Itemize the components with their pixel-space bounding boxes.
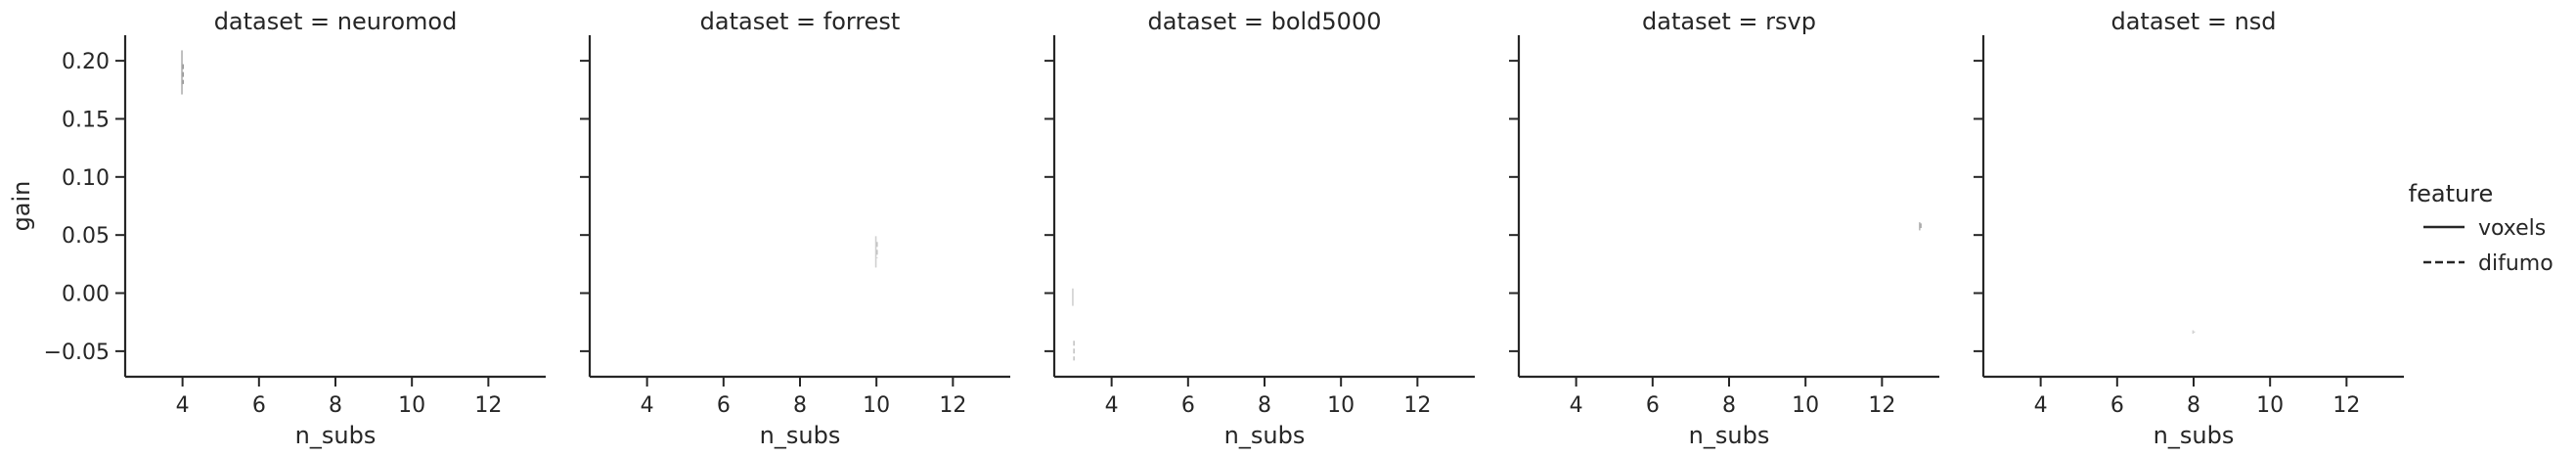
legend-entries: voxels difumo (2423, 216, 2554, 276)
x-tick-label: 8 (793, 393, 807, 418)
panel-title: dataset = nsd (2110, 8, 2276, 35)
panel-title: dataset = bold5000 (1147, 8, 1381, 35)
y-axis-label: gain (8, 181, 35, 232)
facet-panel-1: dataset = forrest 4 6 8 10 12 n_subs (580, 8, 1010, 449)
legend-label-difumo: difumo (2478, 251, 2554, 276)
x-tick-label: 10 (1792, 393, 1819, 418)
x-tick-label: 12 (939, 393, 966, 418)
x-tick-label: 10 (398, 393, 425, 418)
panel-title: dataset = neuromod (214, 8, 458, 35)
x-tick-label: 10 (863, 393, 890, 418)
legend-label-voxels: voxels (2478, 216, 2546, 241)
x-tick-label: 6 (252, 393, 266, 418)
x-tick-label: 4 (176, 393, 190, 418)
x-tick-label: 8 (329, 393, 342, 418)
panel-title: dataset = forrest (700, 8, 901, 35)
x-tick-label: 6 (717, 393, 731, 418)
x-axis-label: n_subs (1689, 422, 1770, 449)
x-tick-label: 8 (1722, 393, 1736, 418)
y-tick-label: 0.20 (62, 50, 110, 74)
panel-title: dataset = rsvp (1642, 8, 1816, 35)
x-tick-label: 6 (1181, 393, 1195, 418)
x-axis-label: n_subs (2154, 422, 2235, 449)
x-tick-label: 8 (2187, 393, 2200, 418)
x-tick-label: 4 (641, 393, 654, 418)
x-tick-label: 4 (1570, 393, 1583, 418)
x-axis-label: n_subs (760, 422, 841, 449)
facet-panel-3: dataset = rsvp 4 6 8 10 12 n_subs (1509, 8, 1939, 449)
x-axis-label: n_subs (1224, 422, 1306, 449)
x-tick-label: 12 (1868, 393, 1895, 418)
x-tick-label: 12 (2332, 393, 2360, 418)
y-tick-label: 0.00 (62, 283, 110, 307)
x-tick-label: 6 (1646, 393, 1660, 418)
facet-panels: dataset = neuromod −0.05 0.00 0.05 0.10 0.15 0… (8, 8, 2404, 449)
x-tick-label: 12 (1403, 393, 1431, 418)
x-tick-label: 4 (2034, 393, 2048, 418)
y-tick-label: 0.15 (62, 108, 110, 132)
x-tick-label: 12 (474, 393, 502, 418)
x-axis-label: n_subs (295, 422, 377, 449)
facet-panel-0: dataset = neuromod −0.05 0.00 0.05 0.10 0.15 0… (44, 8, 546, 449)
x-tick-label: 4 (1105, 393, 1119, 418)
legend-title: feature (2409, 180, 2494, 207)
legend: feature voxels difumo (2409, 180, 2554, 276)
y-tick-label: −0.05 (44, 341, 110, 365)
x-tick-label: 10 (2256, 393, 2284, 418)
y-tick-label: 0.05 (62, 224, 110, 249)
x-tick-label: 6 (2110, 393, 2124, 418)
y-tick-label: 0.10 (62, 166, 110, 191)
x-tick-label: 10 (1327, 393, 1355, 418)
facet-panel-4: dataset = nsd 4 6 8 10 12 n_subs (1974, 8, 2404, 449)
x-tick-label: 8 (1258, 393, 1271, 418)
facet-panel-2: dataset = bold5000 4 6 8 10 12 n_subs (1044, 8, 1475, 449)
